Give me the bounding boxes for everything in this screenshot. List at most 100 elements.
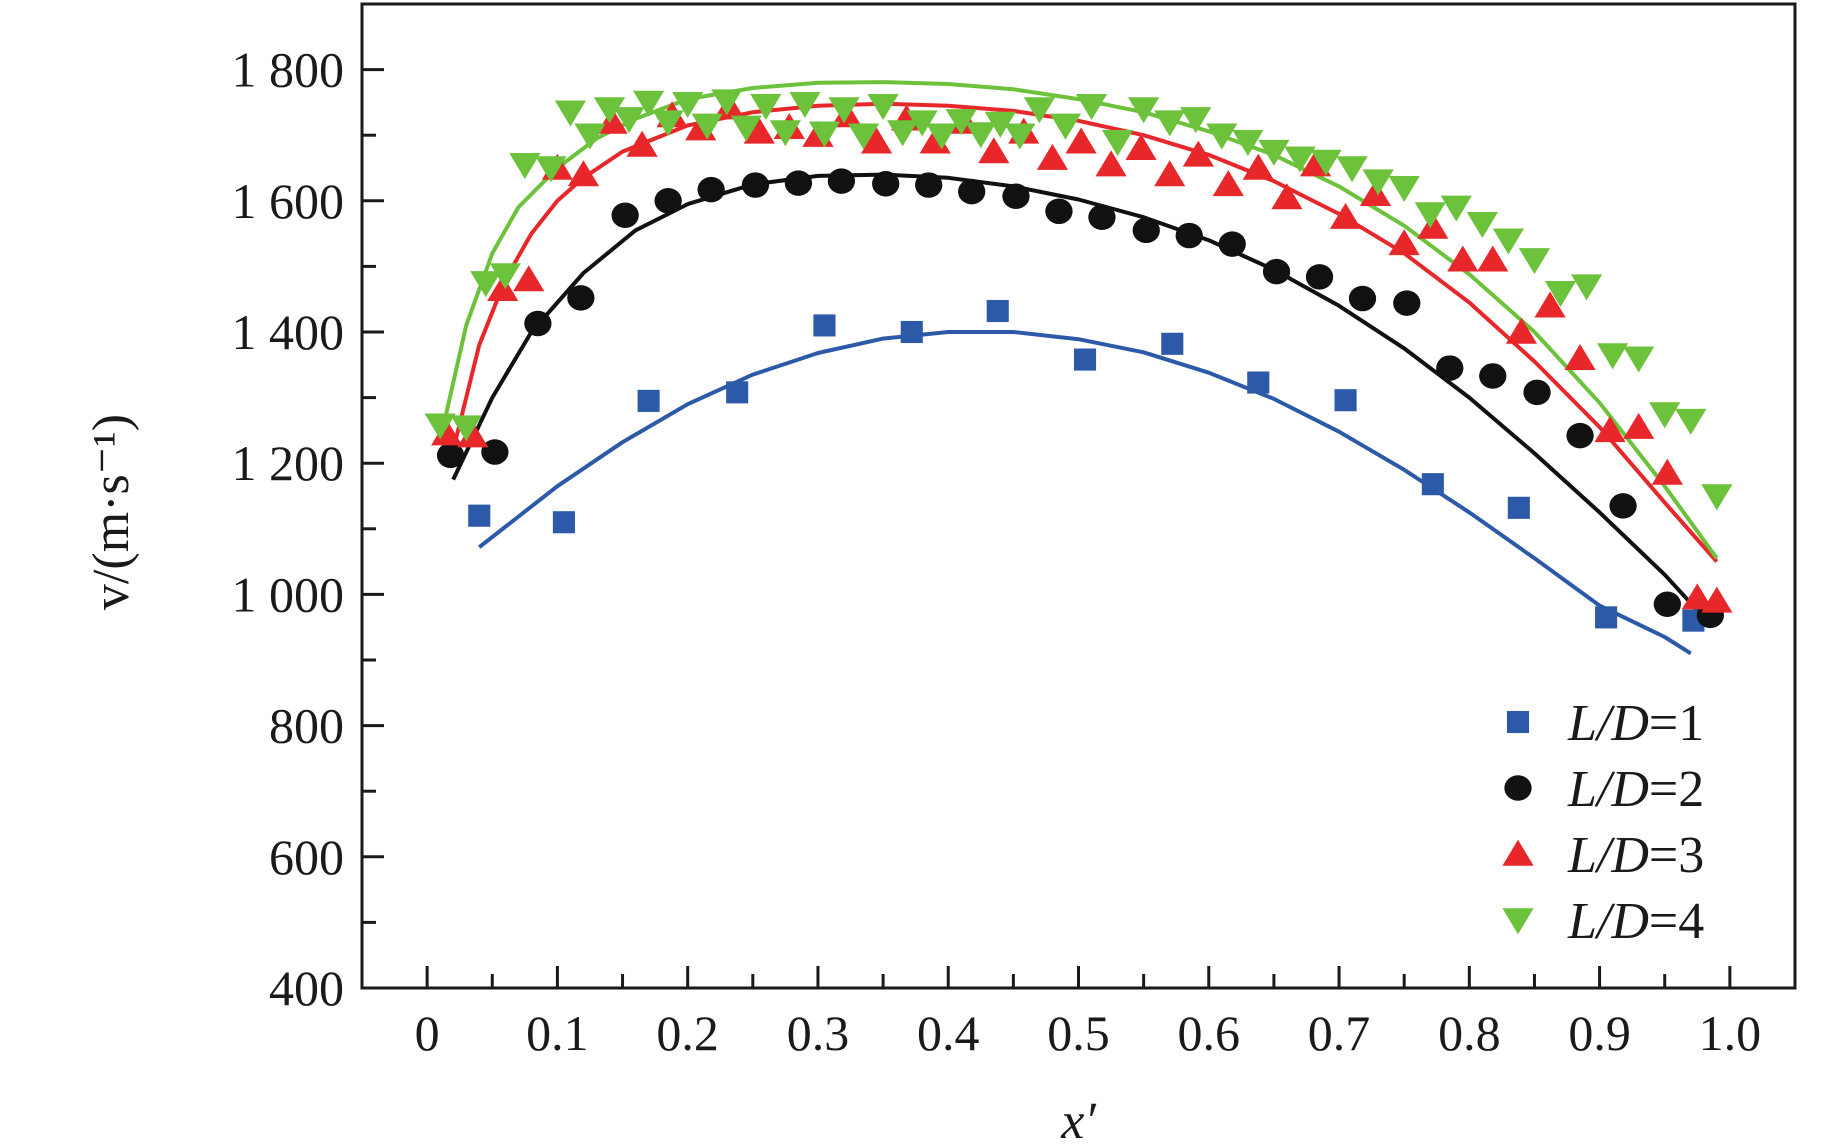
data-point xyxy=(1232,130,1264,157)
x-tick-label: 0.9 xyxy=(1568,1005,1631,1061)
data-point xyxy=(1362,169,1394,196)
data-point xyxy=(1594,416,1626,443)
data-point xyxy=(1388,229,1420,256)
data-point xyxy=(1701,586,1733,613)
data-point xyxy=(611,202,639,228)
data-point xyxy=(1564,343,1596,370)
data-point xyxy=(860,127,893,154)
data-point xyxy=(1218,231,1246,257)
y-tick-label: 1 600 xyxy=(232,173,345,229)
data-point xyxy=(906,110,938,137)
data-point xyxy=(1436,355,1464,381)
data-point xyxy=(828,97,860,124)
data-point xyxy=(986,299,1009,323)
data-point xyxy=(984,111,1016,138)
legend-label-suffix: =4 xyxy=(1649,893,1704,950)
data-point xyxy=(808,121,841,148)
data-point xyxy=(691,113,723,140)
data-point xyxy=(431,419,463,446)
data-point xyxy=(1154,110,1186,137)
data-point xyxy=(1653,591,1681,617)
y-axis-title: v/(m·s⁻¹) xyxy=(83,414,140,610)
legend-label-suffix: =3 xyxy=(1649,827,1704,884)
data-point xyxy=(593,97,626,124)
data-point xyxy=(1075,93,1108,120)
data-point xyxy=(487,275,519,302)
y-tick-label: 1 000 xyxy=(232,566,345,622)
data-point xyxy=(726,381,749,404)
data-point xyxy=(626,130,658,157)
data-point xyxy=(450,415,482,442)
data-point xyxy=(633,90,665,117)
data-point xyxy=(1101,130,1134,157)
fit-curve xyxy=(451,101,1719,563)
data-point xyxy=(613,107,645,134)
data-point xyxy=(489,263,521,290)
data-point xyxy=(926,123,958,150)
legend-item: L/D=3 xyxy=(1502,827,1704,884)
data-point xyxy=(1336,156,1368,183)
data-point xyxy=(1305,264,1334,290)
data-point xyxy=(1004,123,1036,150)
data-point xyxy=(1258,139,1290,166)
legend-marker xyxy=(1506,710,1530,734)
data-point xyxy=(1359,179,1392,206)
data-point xyxy=(1128,97,1160,124)
data-point xyxy=(1466,212,1498,239)
legend-marker xyxy=(1502,839,1534,866)
data-point xyxy=(535,156,567,183)
data-point xyxy=(481,439,509,465)
data-point xyxy=(574,123,606,150)
data-point xyxy=(1023,97,1056,124)
data-point xyxy=(741,172,770,198)
data-point xyxy=(813,314,836,337)
data-point xyxy=(654,188,682,214)
data-point xyxy=(554,100,587,127)
data-point xyxy=(1182,140,1214,167)
data-point xyxy=(1125,134,1157,161)
x-tick-label: 0.4 xyxy=(917,1005,980,1061)
data-point xyxy=(769,120,801,147)
x-tick-label: 0 xyxy=(415,1005,440,1061)
data-point xyxy=(1002,183,1030,209)
data-point xyxy=(1388,175,1420,202)
data-point xyxy=(1036,143,1069,170)
legend-label: L/D=3 xyxy=(1567,827,1704,884)
data-point xyxy=(827,168,856,194)
data-point xyxy=(1212,170,1244,197)
x-tick-label: 1.0 xyxy=(1699,1005,1762,1061)
legend-label-suffix: =1 xyxy=(1649,695,1704,752)
data-point xyxy=(1242,153,1274,180)
data-point xyxy=(1073,348,1097,371)
fit-curve xyxy=(477,330,1692,656)
data-point xyxy=(1595,606,1618,629)
data-point xyxy=(524,310,552,337)
y-tick-label: 1 800 xyxy=(232,42,345,98)
data-point xyxy=(1154,160,1186,187)
data-point xyxy=(567,160,600,187)
x-tick-label: 0.7 xyxy=(1308,1005,1371,1061)
data-point xyxy=(1570,274,1603,301)
fit-curve xyxy=(451,172,1706,619)
data-point xyxy=(965,122,997,149)
data-point xyxy=(1334,389,1357,412)
data-point xyxy=(436,442,465,469)
data-point xyxy=(567,285,595,311)
x-axis: 0 0.1 0.2 0.3 0.4 0.5 0.6 0.7 0.8 0.9 1.0 xyxy=(360,966,1797,1061)
data-point xyxy=(887,120,919,147)
data-point xyxy=(1477,245,1509,272)
data-point xyxy=(1175,222,1203,249)
data-point xyxy=(730,115,762,142)
data-point xyxy=(915,172,943,198)
data-point xyxy=(1701,484,1733,511)
data-point xyxy=(513,265,545,292)
data-point xyxy=(1440,195,1472,222)
legend: L/D=1L/D=2L/D=3L/D=4 xyxy=(1502,695,1704,950)
y-tick-label: 600 xyxy=(269,829,344,885)
data-point xyxy=(1262,258,1291,285)
data-point xyxy=(1518,248,1551,275)
x-tick-label: 0.1 xyxy=(526,1005,589,1061)
data-point xyxy=(1206,123,1238,150)
data-point xyxy=(789,92,821,119)
y-tick-label: 800 xyxy=(269,698,344,754)
